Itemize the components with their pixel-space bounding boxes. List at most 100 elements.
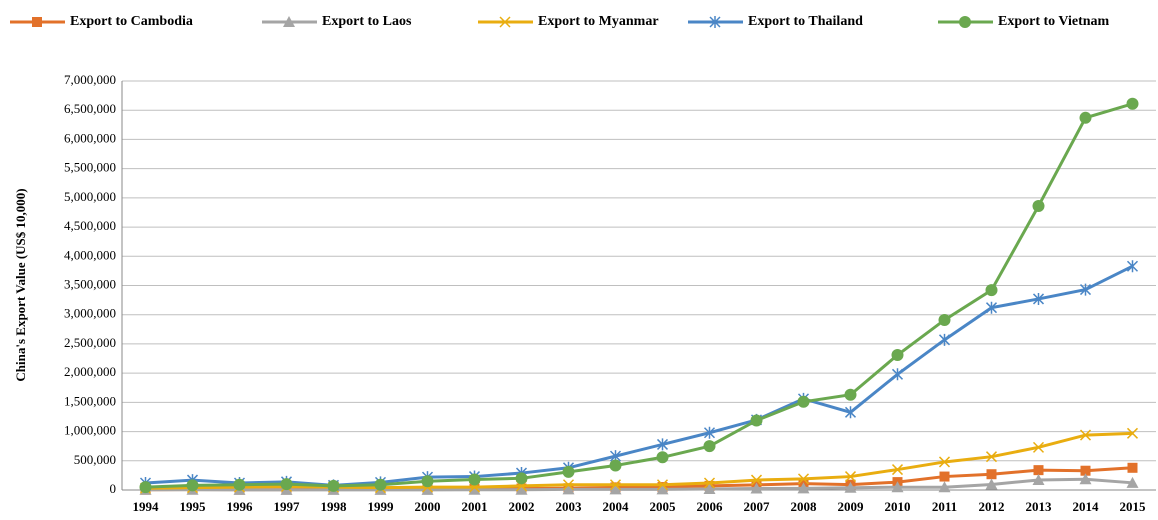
y-tick-label: 7,000,000 (64, 72, 116, 87)
marker-part (891, 368, 904, 381)
x-tick-label: 2015 (1120, 499, 1147, 514)
marker-part (1079, 111, 1092, 124)
marker-part (1032, 441, 1045, 453)
marker-part (891, 481, 904, 493)
marker-part (750, 474, 763, 486)
marker-part (468, 473, 481, 486)
marker-part (1032, 473, 1045, 485)
marker (891, 481, 904, 493)
marker (1126, 97, 1139, 110)
legend-label: Export to Laos (322, 14, 412, 29)
marker-part (709, 16, 721, 28)
marker-part (656, 483, 669, 495)
marker-part (1032, 200, 1045, 213)
series-line (145, 102, 1133, 489)
marker (939, 471, 950, 482)
marker-part (1126, 260, 1139, 273)
x-tick-label: 2005 (650, 499, 677, 514)
series-line (145, 264, 1134, 487)
marker (609, 459, 622, 472)
x-tick-label: 2014 (1073, 499, 1100, 514)
marker-part (939, 471, 950, 482)
marker-part (515, 472, 528, 485)
marker-part (515, 483, 528, 495)
marker-part (985, 478, 998, 490)
marker-part (797, 395, 810, 408)
x-tick-label: 2004 (603, 499, 630, 514)
legend-label: Export to Cambodia (70, 14, 193, 29)
marker-part (280, 478, 293, 491)
marker (1126, 427, 1139, 439)
marker-part (327, 479, 340, 492)
marker (421, 483, 434, 495)
marker (797, 482, 810, 494)
marker-part (703, 477, 716, 489)
marker-part (959, 16, 971, 28)
marker (656, 479, 669, 491)
marker (233, 478, 246, 491)
y-tick-label: 4,500,000 (64, 218, 116, 233)
legend-label: Export to Thailand (748, 14, 863, 29)
marker-part (562, 483, 575, 495)
y-tick-label: 6,000,000 (64, 130, 116, 145)
marker-part (844, 471, 857, 483)
series-line (145, 477, 1133, 492)
x-tick-label: 1994 (133, 499, 160, 514)
marker (139, 481, 152, 494)
marker-part (844, 388, 857, 401)
marker (468, 473, 481, 486)
x-tick-label: 2012 (979, 499, 1005, 514)
legend-label: Export to Myanmar (538, 14, 659, 29)
marker (499, 16, 511, 28)
marker (703, 440, 716, 453)
marker (844, 471, 857, 483)
x-tick-label: 2002 (509, 499, 535, 514)
x-tick-label: 2011 (932, 499, 957, 514)
marker (844, 406, 857, 419)
marker (797, 395, 810, 408)
marker-part (1079, 283, 1092, 296)
y-tick-label: 5,500,000 (64, 160, 116, 175)
marker (985, 301, 998, 314)
marker-part (656, 438, 669, 451)
marker (656, 451, 669, 464)
marker-part (985, 284, 998, 297)
marker (891, 368, 904, 381)
marker-part (609, 483, 622, 495)
marker-part (1032, 292, 1045, 305)
marker (750, 482, 763, 494)
marker-part (1079, 473, 1092, 485)
marker (515, 472, 528, 485)
marker-part (1033, 465, 1044, 476)
marker (186, 479, 199, 492)
marker (797, 473, 810, 485)
marker-part (938, 456, 951, 468)
marker-part (609, 459, 622, 472)
x-tick-label: 2006 (697, 499, 724, 514)
marker (1127, 462, 1138, 473)
y-tick-label: 0 (110, 481, 117, 496)
marker (1079, 429, 1092, 441)
y-tick-label: 6,500,000 (64, 101, 116, 116)
marker-part (1079, 429, 1092, 441)
marker-part (891, 349, 904, 362)
x-tick-label: 2003 (556, 499, 583, 514)
marker (32, 17, 42, 27)
marker (938, 313, 951, 326)
x-tick-label: 1998 (321, 499, 348, 514)
marker-part (421, 475, 434, 488)
marker (1079, 283, 1092, 296)
x-tick-label: 1999 (368, 499, 395, 514)
x-tick-label: 1995 (180, 499, 207, 514)
marker (283, 16, 295, 27)
marker (1033, 465, 1044, 476)
marker-part (844, 481, 857, 493)
marker (891, 464, 904, 476)
marker-part (283, 16, 295, 27)
marker (938, 481, 951, 493)
marker (1126, 476, 1139, 488)
y-tick-label: 5,000,000 (64, 189, 116, 204)
marker (562, 465, 575, 478)
marker-part (1126, 427, 1139, 439)
